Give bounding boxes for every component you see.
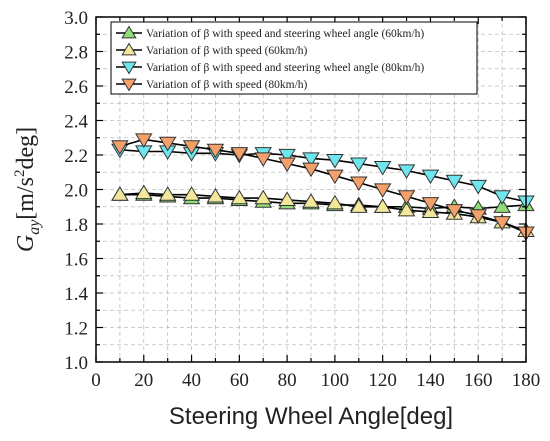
data-point bbox=[493, 190, 511, 205]
y-axis-label-subscript: ay bbox=[26, 219, 43, 235]
x-tick-label: 140 bbox=[416, 370, 445, 391]
y-tick-label: 1.8 bbox=[64, 215, 88, 236]
data-point bbox=[421, 169, 440, 185]
data-point bbox=[469, 209, 487, 224]
series-3 bbox=[111, 143, 535, 211]
data-point bbox=[135, 184, 153, 200]
legend-item: Variation of β with speed (80km/h) bbox=[116, 78, 308, 92]
x-tick-label: 160 bbox=[464, 370, 493, 391]
data-point bbox=[326, 169, 344, 185]
data-point bbox=[182, 140, 201, 155]
legend-marker bbox=[121, 78, 137, 92]
legend-marker bbox=[121, 61, 137, 75]
data-point bbox=[254, 189, 272, 205]
y-tick-label: 1.2 bbox=[64, 319, 88, 340]
y-tick-label: 2.2 bbox=[64, 146, 88, 167]
x-tick-label: 80 bbox=[278, 370, 297, 391]
data-point bbox=[206, 187, 225, 203]
data-point bbox=[350, 157, 368, 173]
data-point bbox=[373, 160, 392, 176]
data-point bbox=[397, 164, 416, 179]
y-axis-label-unit-tail: deg] bbox=[13, 127, 39, 170]
data-point bbox=[278, 191, 296, 206]
data-point bbox=[326, 194, 344, 210]
data-point bbox=[397, 201, 416, 217]
series-layer bbox=[111, 133, 535, 242]
series-line bbox=[119, 149, 527, 203]
x-tick-label: 20 bbox=[134, 370, 153, 391]
x-axis-label: Steering Wheel Angle[deg] bbox=[169, 403, 453, 430]
x-tick-label: 180 bbox=[512, 370, 541, 391]
legend-marker bbox=[121, 25, 137, 39]
data-point bbox=[326, 154, 344, 169]
y-tick-label: 3.0 bbox=[64, 8, 88, 29]
y-tick-label: 2.8 bbox=[64, 43, 88, 64]
data-point bbox=[350, 176, 368, 192]
data-point bbox=[445, 174, 464, 190]
series-line bbox=[119, 138, 527, 234]
axis-ticks: 0 20 40 60 80 100 120 140 160 180 1.0 1.2 1.4 1.6 1.8 2… bbox=[64, 8, 540, 391]
data-point bbox=[373, 183, 392, 198]
legend-label: Variation of β with speed (80km/h) bbox=[146, 79, 308, 91]
y-tick-label: 2.6 bbox=[64, 77, 88, 98]
series-4 bbox=[111, 133, 535, 242]
data-point bbox=[254, 152, 272, 167]
data-point bbox=[445, 204, 464, 219]
y-axis-label-main: G bbox=[13, 235, 39, 252]
x-tick-label: 0 bbox=[91, 370, 101, 391]
legend-label: Variation of β with speed and steering w… bbox=[146, 28, 424, 40]
x-tick-label: 40 bbox=[182, 370, 201, 391]
legend-item: Variation of β with speed and steering w… bbox=[116, 25, 424, 40]
data-point bbox=[373, 198, 392, 213]
data-point bbox=[278, 157, 296, 173]
data-point bbox=[135, 133, 153, 148]
y-axis-label-superscript: 2 bbox=[12, 170, 28, 178]
x-tick-label: 60 bbox=[230, 370, 249, 391]
y-tick-label: 1.4 bbox=[64, 284, 88, 305]
data-point bbox=[111, 186, 129, 201]
data-point bbox=[493, 216, 511, 231]
y-axis-label: Gay[m/s2deg] bbox=[12, 127, 43, 252]
y-tick-label: 1.0 bbox=[64, 353, 88, 374]
data-point bbox=[230, 189, 249, 205]
data-point bbox=[158, 136, 177, 152]
data-point bbox=[302, 162, 320, 178]
data-point bbox=[350, 198, 368, 213]
data-point bbox=[111, 140, 129, 155]
legend-marker bbox=[121, 42, 137, 56]
legend-box bbox=[110, 21, 478, 95]
x-tick-label: 100 bbox=[321, 370, 350, 391]
legend-item: Variation of β with speed (60km/h) bbox=[116, 42, 308, 57]
data-point bbox=[182, 186, 201, 201]
y-tick-label: 1.6 bbox=[64, 250, 88, 271]
legend-item: Variation of β with speed and steering w… bbox=[116, 61, 424, 75]
data-point bbox=[302, 193, 320, 208]
data-point bbox=[397, 190, 416, 205]
data-point bbox=[493, 198, 511, 213]
y-tick-label: 2.4 bbox=[64, 112, 88, 133]
data-point bbox=[421, 197, 440, 212]
y-axis-label-unit: [m/s bbox=[13, 177, 39, 220]
data-point bbox=[158, 186, 177, 201]
data-point bbox=[206, 143, 225, 159]
legend-label: Variation of β with speed and steering w… bbox=[146, 62, 424, 74]
data-point bbox=[230, 147, 249, 162]
legend-label: Variation of β with speed (60km/h) bbox=[146, 45, 308, 57]
x-tick-label: 120 bbox=[368, 370, 397, 391]
data-point bbox=[302, 152, 320, 167]
data-point bbox=[278, 148, 296, 164]
legend: Variation of β with speed and steering w… bbox=[110, 21, 478, 95]
y-tick-label: 2.0 bbox=[64, 181, 88, 202]
data-point bbox=[469, 179, 487, 195]
